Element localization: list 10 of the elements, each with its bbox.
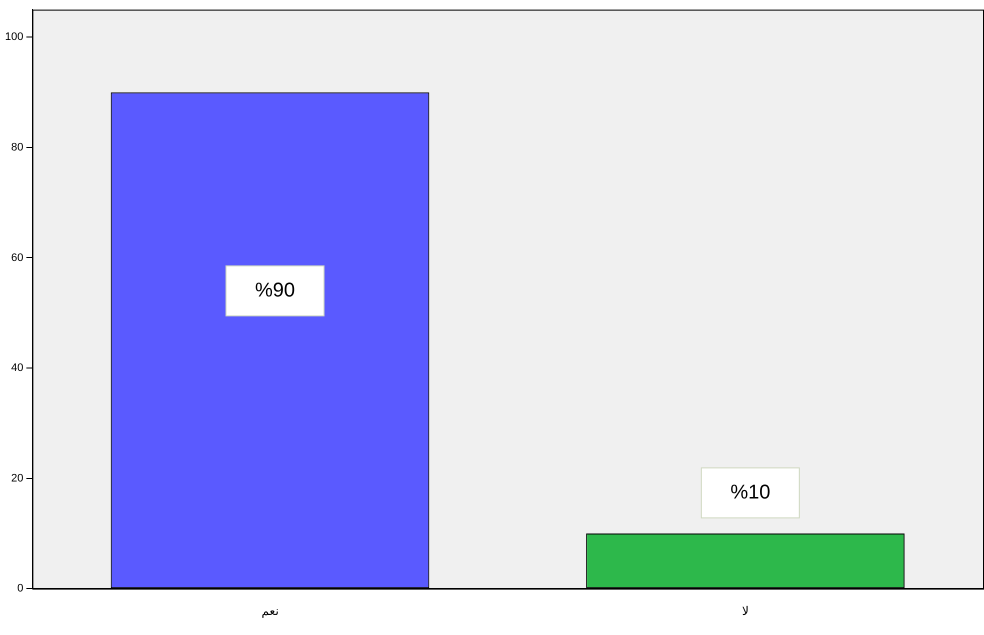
y-tick-label: 60 [11,252,24,264]
data-label: %10 [730,481,770,504]
x-tick-label: نعم [262,604,279,618]
y-tick-label: 100 [4,31,24,44]
y-tick-label: 80 [11,141,24,154]
data-label: %90 [255,279,296,302]
x-tick-label: لا [742,604,749,618]
y-tick-label: 0 [17,582,24,595]
y-tick-label: 20 [11,472,24,484]
y-tick-label: 40 [11,362,24,374]
